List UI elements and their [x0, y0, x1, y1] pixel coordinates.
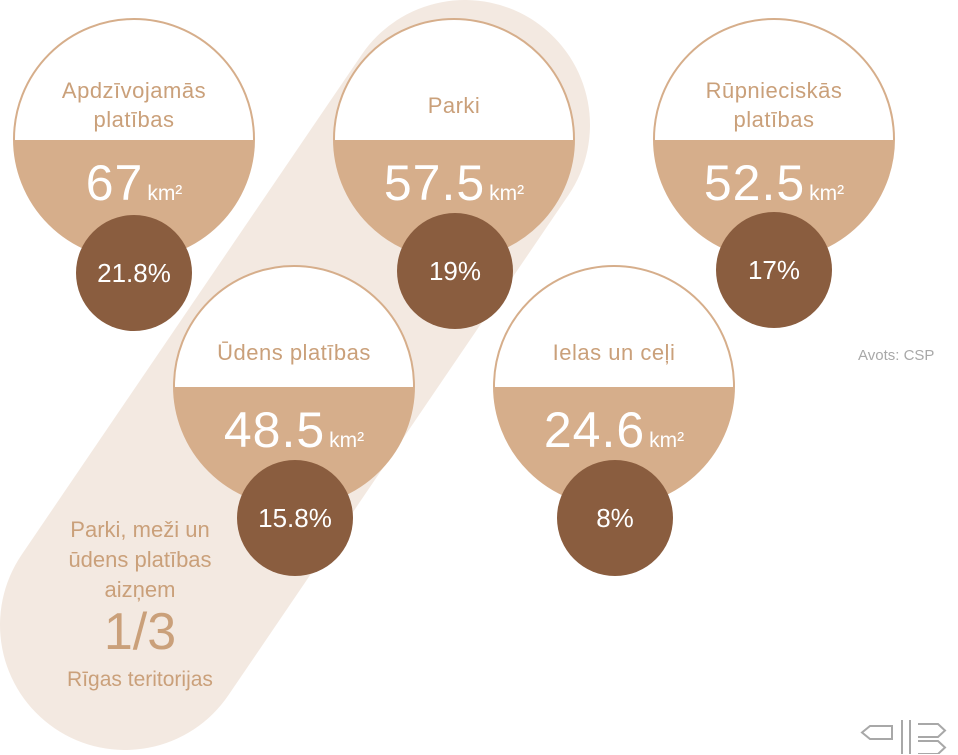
annotation-subtext: Rīgas teritorijas [67, 668, 213, 691]
category-label: Ūdens platības [217, 339, 371, 365]
area-number: 24.6 [543, 402, 646, 458]
category-label: Apdzīvojamās platības [61, 78, 207, 132]
area-value: 48.5 km² [175, 401, 413, 459]
area-number: 57.5 [383, 155, 486, 211]
source-note: Avots: CSP [858, 347, 935, 364]
area-number: 67 [85, 155, 144, 211]
percent-badge: 19% [397, 213, 513, 329]
category-label: Parki [427, 92, 481, 118]
area-unit: km² [809, 182, 845, 205]
area-value: 57.5 km² [335, 154, 573, 212]
annotation-text: Parki, meži un ūdens platības aizņem [68, 517, 212, 602]
category-label: Ielas un ceļi [552, 339, 676, 365]
area-number: 48.5 [223, 402, 326, 458]
percent-badge: 15.8% [237, 460, 353, 576]
area-unit: km² [489, 182, 525, 205]
area-value: 67 km² [15, 154, 253, 212]
percent-badge: 8% [557, 460, 673, 576]
area-unit: km² [649, 429, 685, 452]
area-number: 52.5 [703, 155, 806, 211]
category-label: Rūpnieciskās platības [705, 78, 843, 132]
annotation-fraction: 1/3 [103, 603, 177, 661]
area-value: 24.6 km² [495, 401, 733, 459]
area-unit: km² [329, 429, 365, 452]
percent-badge: 17% [716, 212, 832, 328]
area-unit: km² [147, 182, 183, 205]
signpost-logo-icon [860, 720, 947, 754]
percent-badge: 21.8% [76, 215, 192, 331]
area-value: 52.5 km² [655, 154, 893, 212]
category-bubble: Apdzīvojamās platības 67 km² [13, 18, 255, 260]
